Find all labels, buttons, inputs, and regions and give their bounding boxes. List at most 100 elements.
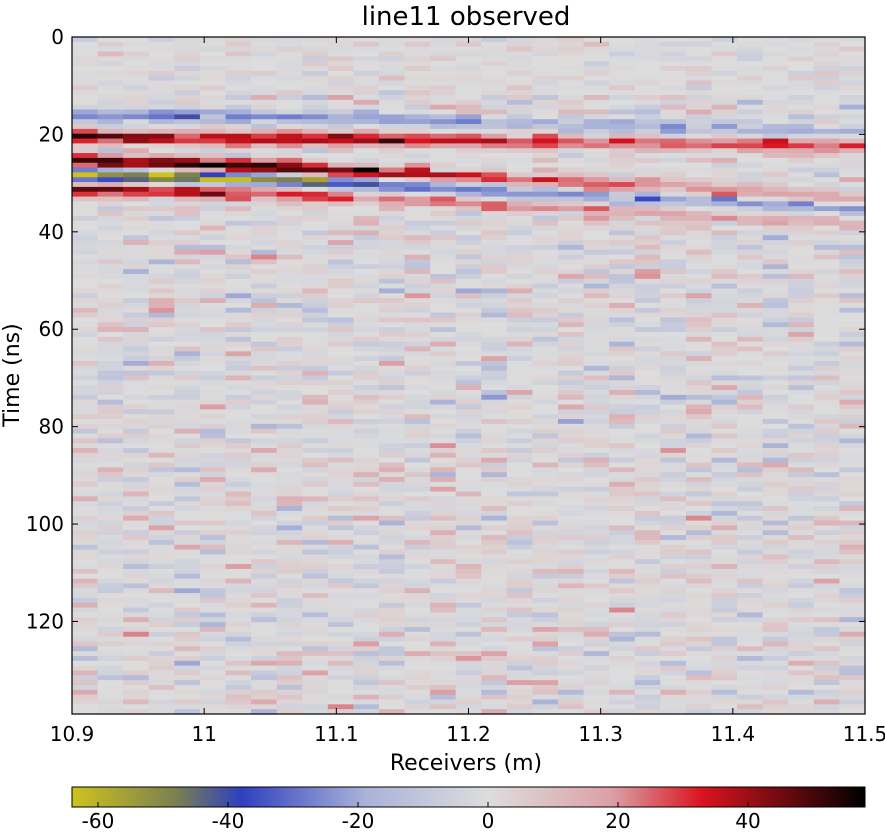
heatmap-cell: [609, 215, 636, 222]
heatmap-cell: [839, 278, 866, 285]
heatmap-cell: [327, 423, 354, 430]
heatmap-cell: [430, 588, 457, 594]
heatmap-cell: [72, 568, 99, 575]
heatmap-cell: [660, 486, 687, 493]
heatmap-cell: [609, 95, 636, 101]
heatmap-cell: [685, 709, 713, 715]
heatmap-cell: [148, 486, 175, 493]
heatmap-cell: [148, 322, 175, 328]
heatmap-cell: [225, 46, 252, 53]
heatmap-cell: [174, 448, 201, 454]
heatmap-cell: [353, 215, 380, 222]
heatmap-cell: [199, 443, 227, 449]
heatmap-cell: [302, 665, 329, 672]
heatmap-cell: [813, 631, 841, 638]
heatmap-cell: [558, 172, 585, 178]
heatmap-cell: [506, 61, 534, 67]
heatmap-cell: [378, 409, 406, 415]
heatmap-cell: [378, 365, 406, 372]
heatmap-cell: [97, 496, 124, 502]
heatmap-cell: [378, 496, 406, 502]
heatmap-cell: [685, 95, 713, 101]
heatmap-cell: [225, 414, 252, 420]
heatmap-cell: [327, 273, 354, 280]
heatmap-cell: [455, 501, 482, 507]
heatmap-cell: [685, 273, 713, 280]
heatmap-cell: [327, 56, 354, 62]
heatmap-cell: [251, 128, 278, 135]
heatmap-cell: [327, 124, 354, 130]
heatmap-cell: [609, 249, 636, 256]
heatmap-cell: [711, 80, 738, 86]
heatmap-cell: [634, 186, 661, 193]
heatmap-cell: [481, 153, 508, 159]
heatmap-cell: [276, 573, 303, 580]
heatmap-cell: [583, 612, 610, 618]
heatmap-cell: [430, 525, 457, 531]
heatmap-cell: [225, 244, 252, 251]
heatmap-cell: [225, 535, 252, 541]
heatmap-cell: [788, 626, 815, 633]
heatmap-cell: [276, 385, 303, 391]
heatmap-cell: [174, 709, 201, 715]
heatmap-cell: [762, 124, 789, 130]
heatmap-cell: [430, 452, 457, 459]
heatmap-cell: [378, 689, 406, 696]
heatmap-cell: [660, 215, 687, 222]
heatmap-cell: [558, 215, 585, 222]
heatmap-cell: [378, 249, 406, 256]
heatmap-cell: [839, 385, 866, 391]
heatmap-cell: [506, 646, 534, 652]
heatmap-cell: [302, 612, 329, 618]
heatmap-cell: [276, 583, 303, 589]
heatmap-cell: [685, 578, 713, 585]
heatmap-cell: [353, 128, 380, 135]
heatmap-cell: [199, 211, 227, 217]
heatmap-cell: [302, 167, 329, 173]
heatmap-cell: [148, 655, 175, 662]
heatmap-cell: [685, 182, 713, 188]
heatmap-cell: [430, 568, 457, 575]
heatmap-cell: [634, 356, 661, 362]
heatmap-cell: [455, 423, 482, 430]
heatmap-cell: [660, 288, 687, 294]
heatmap-cell: [455, 312, 482, 319]
heatmap-cell: [813, 336, 841, 343]
heatmap-cell: [353, 573, 380, 580]
heatmap-cell: [685, 230, 713, 236]
heatmap-cell: [353, 477, 380, 483]
heatmap-cell: [174, 530, 201, 536]
heatmap-cell: [455, 66, 482, 72]
heatmap-cell: [583, 133, 610, 140]
heatmap-cell: [609, 288, 636, 294]
x-tick-label: 11.5: [843, 722, 885, 746]
heatmap-cell: [378, 675, 406, 681]
heatmap-cell: [839, 312, 866, 319]
heatmap-cell: [558, 709, 585, 715]
heatmap-cell: [327, 283, 354, 290]
heatmap-cell: [711, 510, 738, 517]
heatmap-cell: [839, 573, 866, 580]
heatmap-cell: [225, 230, 252, 236]
heatmap-cell: [685, 46, 713, 53]
heatmap-cell: [302, 244, 329, 251]
heatmap-cell: [481, 109, 508, 115]
heatmap-cell: [148, 559, 175, 565]
heatmap-cell: [813, 694, 841, 701]
heatmap-cell: [634, 670, 661, 676]
heatmap-cell: [430, 240, 457, 246]
heatmap-cell: [685, 133, 713, 140]
heatmap-cell: [199, 61, 227, 67]
heatmap-cell: [404, 583, 431, 589]
heatmap-cell: [404, 41, 431, 48]
heatmap-cell: [430, 457, 457, 464]
heatmap-cell: [737, 694, 764, 701]
heatmap-cell: [711, 607, 738, 614]
heatmap-cell: [583, 46, 610, 53]
heatmap-cell: [711, 283, 738, 290]
heatmap-cell: [430, 264, 457, 270]
heatmap-cell: [199, 56, 227, 62]
heatmap-cell: [251, 651, 278, 657]
heatmap-cell: [455, 356, 482, 362]
heatmap-cell: [685, 617, 713, 623]
